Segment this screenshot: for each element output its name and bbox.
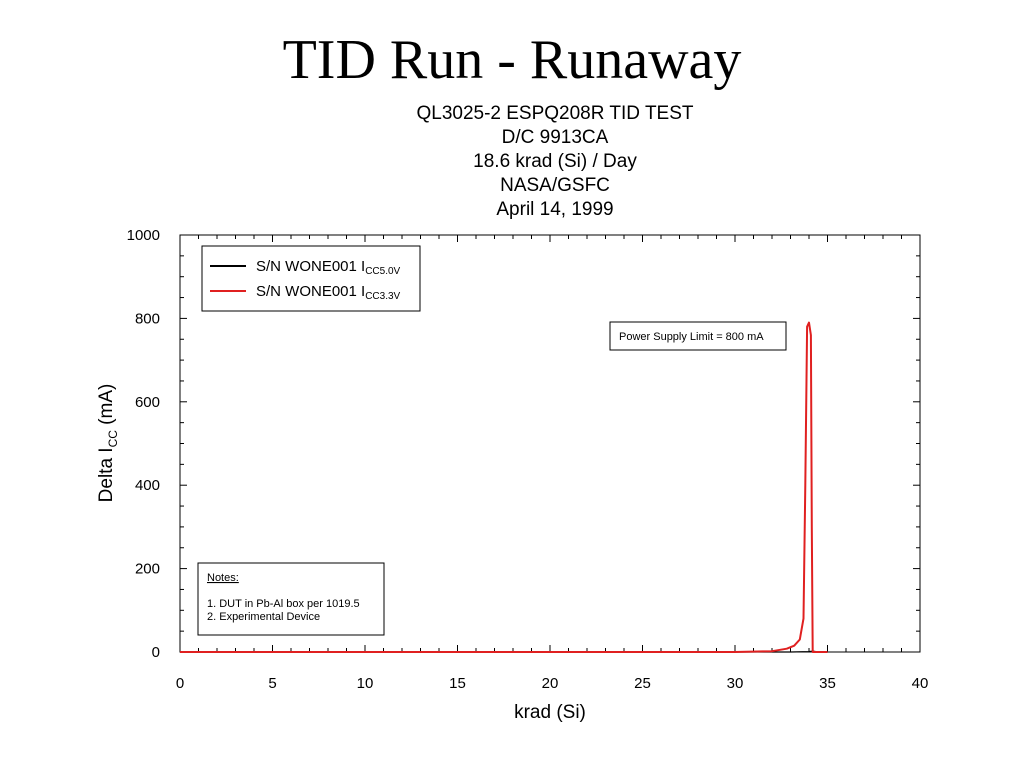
slide-title: TID Run - Runaway (282, 29, 742, 91)
y-tick-label: 1000 (127, 227, 160, 244)
chart-title-block: QL3025-2 ESPQ208R TID TEST D/C 9913CA 18… (380, 102, 730, 222)
x-axis: 0 5 10 15 20 25 30 35 40 (176, 235, 929, 692)
y-axis-label-suffix: (mA) (96, 384, 117, 430)
x-tick-label: 35 (819, 675, 836, 692)
x-tick-label: 0 (176, 675, 184, 692)
series-line-icc33v (180, 321, 828, 653)
legend: S/N WONE001 ICC5.0V S/N WONE001 ICC3.3V (201, 245, 421, 312)
chart-title-line-4: NASA/GSFC (500, 175, 610, 196)
x-tick-label: 10 (357, 675, 374, 692)
chart-title-line-5: April 14, 1999 (496, 199, 614, 220)
x-tick-label: 5 (268, 675, 276, 692)
legend-label-icc33v-main: S/N WONE001 I (256, 283, 365, 300)
legend-label-icc5v-main: S/N WONE001 I (256, 258, 365, 275)
y-axis-label-main: Delta I (96, 447, 117, 502)
notes-annotation: Notes: 1. DUT in Pb-Al box per 1019.5 2.… (197, 562, 385, 636)
legend-label-icc5v-sub: CC5.0V (365, 266, 400, 277)
x-tick-label: 30 (727, 675, 744, 692)
y-tick-label: 400 (135, 477, 160, 494)
y-tick-label: 200 (135, 561, 160, 578)
notes-box (197, 562, 385, 636)
power-supply-annotation: Power Supply Limit = 800 mA (609, 321, 787, 351)
y-axis-label: Delta ICC (mA) (96, 384, 120, 503)
y-axis: 0 200 400 600 800 1000 (127, 227, 920, 661)
series-layer (180, 321, 828, 653)
y-tick-label: 800 (135, 310, 160, 327)
notes-line-1: 1. DUT in Pb-Al box per 1019.5 (207, 598, 360, 610)
x-tick-label: 25 (634, 675, 651, 692)
legend-label-icc33v: S/N WONE001 ICC3.3V (256, 283, 401, 302)
legend-box (201, 245, 421, 312)
chart-title-line-1: QL3025-2 ESPQ208R TID TEST (416, 103, 694, 124)
x-tick-label: 15 (449, 675, 466, 692)
legend-label-icc5v: S/N WONE001 ICC5.0V (256, 258, 401, 277)
legend-label-icc33v-sub: CC3.3V (365, 291, 400, 302)
notes-line-2: 2. Experimental Device (207, 611, 320, 623)
y-tick-label: 0 (152, 644, 160, 661)
x-axis-label: krad (Si) (514, 702, 586, 723)
chart-title-line-3: 18.6 krad (Si) / Day (473, 151, 637, 172)
power-supply-box (609, 321, 787, 351)
y-axis-label-sub: CC (106, 430, 120, 448)
y-tick-label: 600 (135, 394, 160, 411)
notes-title: Notes: (207, 572, 239, 584)
x-tick-label: 40 (912, 675, 929, 692)
x-tick-label: 20 (542, 675, 559, 692)
power-supply-text: Power Supply Limit = 800 mA (619, 331, 764, 343)
chart-title-line-2: D/C 9913CA (501, 127, 609, 148)
